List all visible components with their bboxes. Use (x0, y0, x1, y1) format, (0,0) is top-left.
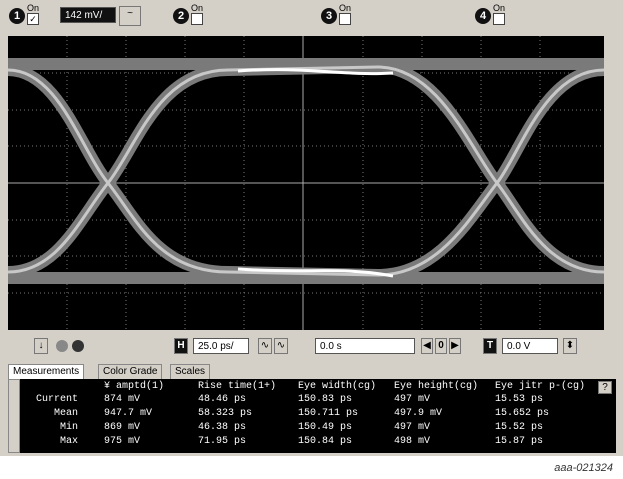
table-cell: Eye jitr p-(cg) (495, 381, 585, 392)
step-left[interactable]: ◀ (421, 338, 433, 354)
toolbar-button[interactable] (72, 340, 84, 352)
table-cell: 497 mV (394, 394, 430, 405)
measurements-table: ¥ amptd(1) Rise time(1+) Eye width(cg) Eye … (8, 379, 616, 453)
trigger-label: T (483, 338, 497, 354)
channel-checkbox[interactable] (191, 13, 203, 25)
figure-id: aaa-021324 (554, 462, 613, 474)
toolbar-button[interactable] (56, 340, 68, 352)
spin-button[interactable]: ∿ (258, 338, 272, 354)
table-cell: 874 mV (104, 394, 140, 405)
spin-button[interactable]: ⬍ (563, 338, 577, 354)
table-cell: Eye width(cg) (298, 381, 376, 392)
channel-checkbox[interactable]: ✓ (27, 13, 39, 25)
channel-checkbox[interactable] (339, 13, 351, 25)
waveform-button[interactable]: ~ (119, 6, 141, 26)
table-cell: Rise time(1+) (198, 381, 276, 392)
help-button[interactable]: ? (598, 381, 612, 394)
channel-on-label: On (27, 3, 39, 13)
horizontal-scale[interactable]: 25.0 ps/ (193, 338, 249, 354)
delay-field[interactable]: 0.0 s (315, 338, 415, 354)
channel-on-label: On (493, 3, 505, 13)
channel-on-label: On (191, 3, 203, 13)
channel-checkbox[interactable] (493, 13, 505, 25)
table-cell: 947.7 mV (104, 408, 152, 419)
table-cell: 150.83 ps (298, 394, 352, 405)
channel-number: 1 (9, 8, 25, 24)
table-cell: 497 mV (394, 422, 430, 433)
table-cell: 71.95 ps (198, 436, 246, 447)
table-cell: 869 mV (104, 422, 140, 433)
table-cell: Eye height(cg) (394, 381, 478, 392)
toolbar-button[interactable]: ↓ (34, 338, 48, 354)
table-cell: 15.53 ps (495, 394, 543, 405)
trigger-level[interactable]: 0.0 V (502, 338, 558, 354)
table-cell: 150.711 ps (298, 408, 358, 419)
table-cell: ¥ amptd(1) (104, 381, 164, 392)
channel-number: 4 (475, 8, 491, 24)
table-cell: 150.84 ps (298, 436, 352, 447)
table-cell: 975 mV (104, 436, 140, 447)
spin-button[interactable]: ∿ (274, 338, 288, 354)
scrollbar[interactable] (8, 379, 20, 453)
table-cell: 48.46 ps (198, 394, 246, 405)
table-cell: Current (36, 394, 78, 405)
scope-screen (8, 36, 604, 330)
tab[interactable]: Color Grade (98, 364, 162, 379)
table-cell: 46.38 ps (198, 422, 246, 433)
channel-number: 2 (173, 8, 189, 24)
table-cell: Min (60, 422, 78, 433)
step-right[interactable]: ▶ (449, 338, 461, 354)
table-cell: 58.323 ps (198, 408, 252, 419)
page: 1 On ✓ 142 mV/ ~ 2 On 3 On 4 On ↓ H 25.0… (0, 0, 623, 479)
table-cell: 15.87 ps (495, 436, 543, 447)
horizontal-label: H (174, 338, 188, 354)
tab[interactable]: Measurements (8, 364, 84, 379)
table-cell: 498 mV (394, 436, 430, 447)
table-cell: 497.9 mV (394, 408, 442, 419)
table-cell: Max (60, 436, 78, 447)
table-cell: 15.52 ps (495, 422, 543, 433)
tab[interactable]: Scales (170, 364, 210, 379)
table-cell: Mean (54, 408, 78, 419)
channel-scale[interactable]: 142 mV/ (60, 7, 116, 23)
channel-on-label: On (339, 3, 351, 13)
table-cell: 15.652 ps (495, 408, 549, 419)
table-cell: 150.49 ps (298, 422, 352, 433)
step-value: 0 (435, 338, 447, 354)
channel-number: 3 (321, 8, 337, 24)
